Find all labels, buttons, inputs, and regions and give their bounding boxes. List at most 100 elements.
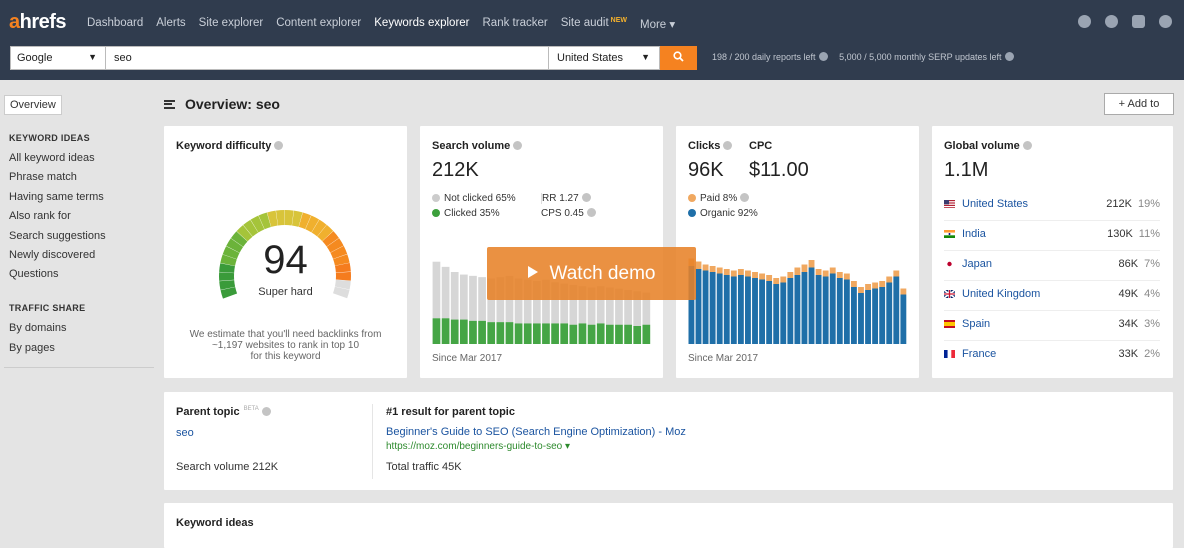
help-icon[interactable] [740, 193, 750, 202]
search-engine-select[interactable]: Google ▼ [10, 46, 105, 70]
volume-value: 212K [432, 159, 479, 181]
sidebar-item-having-same-terms[interactable]: Having same terms [9, 191, 104, 203]
clicks-bar-paid [886, 276, 893, 283]
country-row[interactable]: United States 212K 19% [944, 191, 1160, 221]
gauge-segment [333, 254, 350, 266]
help-icon[interactable] [1022, 141, 1032, 150]
gauge-segment [333, 286, 350, 299]
country-name[interactable]: Spain [962, 318, 991, 330]
volume-bar-clicked [605, 324, 614, 344]
help-icon[interactable] [274, 141, 284, 150]
volume-since: Since Mar 2017 [432, 353, 503, 364]
keyword-input[interactable]: seo [105, 46, 549, 70]
ahrefs-logo[interactable]: ahrefs [9, 11, 67, 33]
search-button[interactable] [660, 46, 697, 70]
help-icon[interactable] [586, 208, 596, 217]
clicks-bar-organic [702, 270, 709, 344]
cpc-title: CPC [749, 140, 773, 152]
clicks-value: 96K [688, 159, 724, 181]
country-select[interactable]: United States ▼ [549, 46, 660, 70]
country-name[interactable]: France [962, 348, 997, 360]
country-name[interactable]: United Kingdom [962, 288, 1041, 300]
country-volume: 86K [1118, 258, 1139, 270]
country-percent: 19% [1137, 198, 1160, 210]
clicks-bar-organic [893, 276, 900, 344]
sidebar-item-by-pages[interactable]: By pages [9, 342, 55, 354]
sidebar-item-newly-discovered[interactable]: Newly discovered [9, 249, 96, 261]
country-row[interactable]: Spain 34K 3% [944, 311, 1160, 341]
country-percent: 2% [1144, 348, 1160, 360]
clicks-bar-organic [801, 272, 808, 344]
volume-bar-not-clicked [441, 266, 450, 319]
volume-bar-clicked [432, 318, 441, 344]
country-name[interactable]: Japan [962, 258, 992, 270]
volume-bar-not-clicked [523, 279, 532, 324]
clicks-bar-organic [886, 282, 893, 344]
country-row[interactable]: France 33K 2% [944, 341, 1160, 371]
nav-keywords-explorer[interactable]: Keywords explorer [374, 17, 470, 29]
clicks-bar-organic [829, 273, 836, 344]
clicks-bar-paid [730, 270, 737, 277]
bell-icon[interactable] [1105, 15, 1118, 28]
nav-dashboard[interactable]: Dashboard [87, 17, 144, 29]
nav-site-audit[interactable]: Site audit NEW [560, 17, 627, 29]
country-name[interactable]: India [962, 228, 986, 240]
help-icon[interactable] [723, 141, 733, 150]
nav-site-explorer[interactable]: Site explorer [198, 17, 264, 29]
legend-not-clicked: Not clicked 65% [432, 193, 516, 204]
nav-alerts[interactable]: Alerts [156, 17, 186, 29]
sidebar-item-questions[interactable]: Questions [9, 268, 59, 280]
watch-demo-button[interactable]: Watch demo [487, 247, 696, 300]
clicks-bar-organic [865, 290, 871, 344]
country-row[interactable]: United Kingdom 49K 4% [944, 281, 1160, 311]
kd-label: Super hard [258, 286, 313, 298]
screen-icon[interactable] [1132, 15, 1145, 28]
main-nav: Dashboard Alerts Site explorer Content e… [87, 17, 675, 31]
help-icon[interactable] [261, 407, 271, 416]
volume-bar-not-clicked [569, 284, 578, 325]
sidebar-item-also-rank-for[interactable]: Also rank for [9, 210, 71, 222]
nav-rank-tracker[interactable]: Rank tracker [482, 17, 548, 29]
help-icon[interactable] [1004, 52, 1014, 61]
clicks-bar-paid [850, 281, 857, 287]
volume-bar-clicked [578, 323, 587, 344]
country-volume: 212K [1106, 198, 1132, 210]
sidebar-item-by-domains[interactable]: By domains [9, 322, 67, 334]
country-percent: 4% [1144, 288, 1160, 300]
volume-bar-not-clicked [542, 279, 550, 324]
sidebar-item-phrase-match[interactable]: Phrase match [9, 171, 77, 183]
sidebar-item-search-suggestions[interactable]: Search suggestions [9, 230, 106, 242]
nav-more[interactable]: More ▾ [639, 19, 676, 31]
gauge-segment [334, 279, 351, 290]
help-icon[interactable] [1078, 15, 1091, 28]
country-volume: 49K [1118, 288, 1139, 300]
country-row[interactable]: Japan 86K 7% [944, 251, 1160, 281]
country-row[interactable]: India 130K 11% [944, 221, 1160, 251]
user-icon[interactable] [1159, 15, 1172, 28]
us-flag-icon [944, 200, 955, 208]
parent-topic-link[interactable]: seo [176, 427, 194, 439]
volume-bar-clicked [441, 318, 450, 344]
clicks-bar-organic [843, 279, 850, 344]
global-value: 1.1M [944, 159, 989, 181]
help-icon[interactable] [513, 141, 523, 150]
add-to-button[interactable]: + Add to [1104, 93, 1174, 115]
clicks-bar-paid [843, 273, 850, 280]
clicks-since: Since Mar 2017 [688, 353, 759, 364]
report-limits: 198 / 200 daily reports left 5,000 / 5,0… [712, 52, 1017, 62]
clicks-bar-paid [780, 276, 787, 283]
clicks-bar-paid [836, 272, 843, 278]
clicks-title: Clicks [688, 140, 735, 152]
help-icon[interactable] [818, 52, 828, 61]
india-flag-icon [944, 230, 955, 238]
volume-bar-clicked [505, 322, 514, 344]
menu-icon[interactable] [164, 99, 175, 109]
help-icon[interactable] [581, 193, 591, 202]
top-result-url[interactable]: https://moz.com/beginners-guide-to-seo ▾ [386, 441, 570, 452]
top-result-link[interactable]: Beginner's Guide to SEO (Search Engine O… [386, 426, 686, 438]
sidebar-item-overview[interactable]: Overview [4, 95, 62, 115]
nav-content-explorer[interactable]: Content explorer [276, 17, 362, 29]
clicks-bar-paid [808, 260, 815, 268]
country-name[interactable]: United States [962, 198, 1029, 210]
sidebar-item-all-keyword-ideas[interactable]: All keyword ideas [9, 152, 95, 164]
